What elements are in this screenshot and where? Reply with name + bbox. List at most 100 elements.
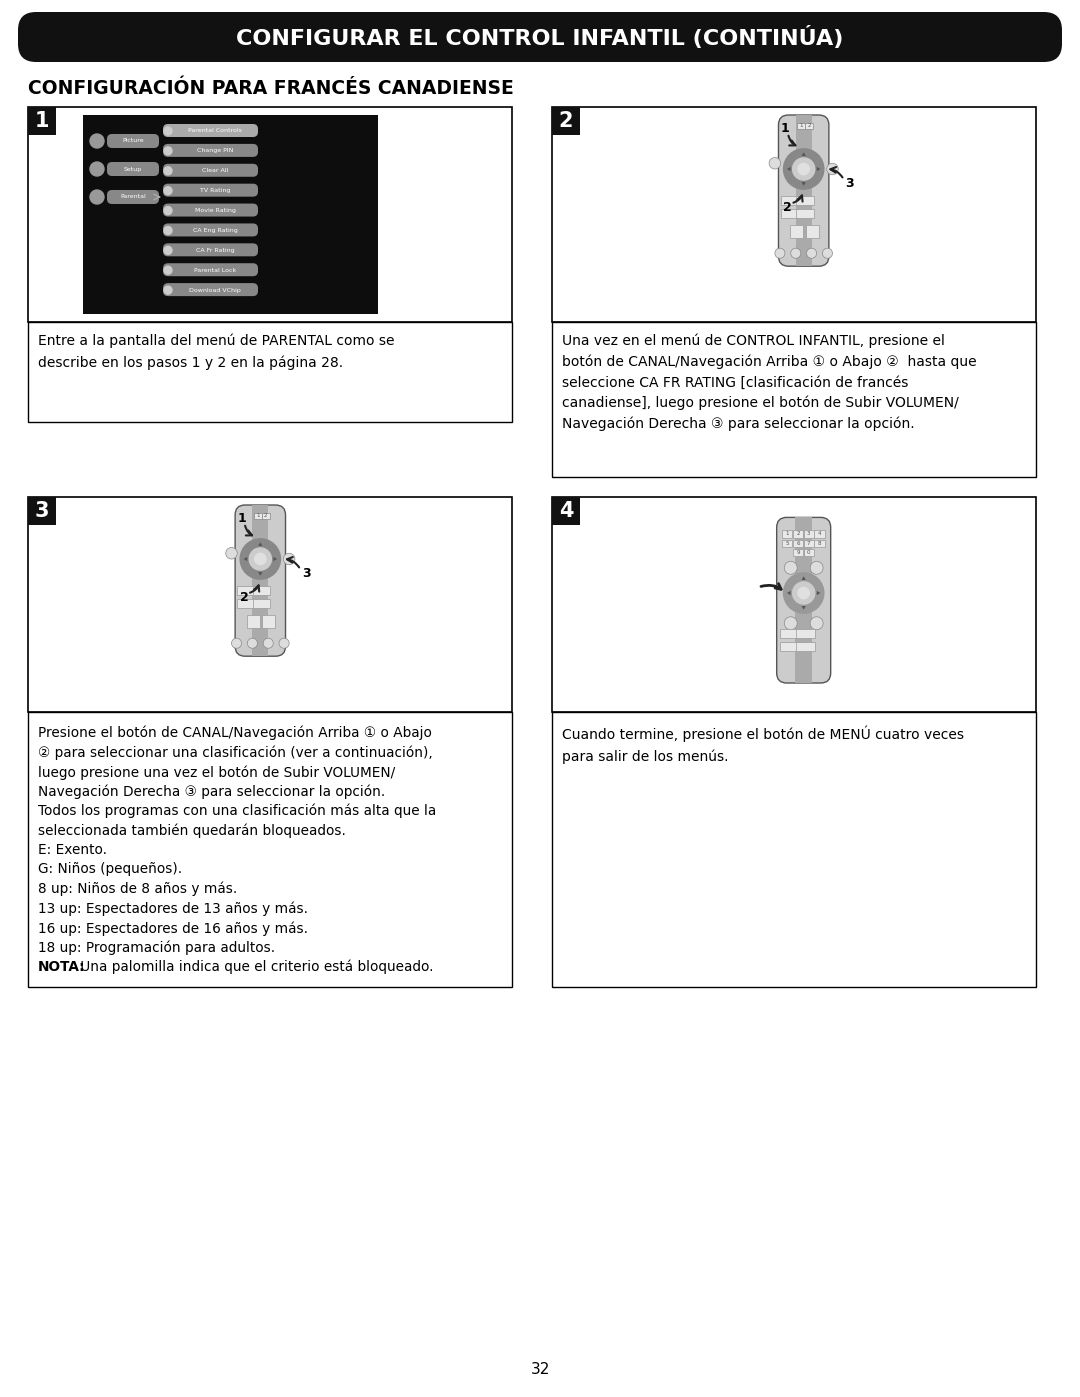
Bar [793,549,802,556]
Bar [262,615,275,629]
Bar [261,513,270,520]
Circle shape [164,127,172,136]
Circle shape [249,548,271,570]
Text: Parental Controls: Parental Controls [188,129,242,134]
Text: 1: 1 [799,123,802,129]
Circle shape [90,162,104,176]
Text: Setup: Setup [124,166,143,172]
Text: seleccionada también quedarán bloqueados.: seleccionada también quedarán bloqueados… [38,823,346,838]
Text: 1: 1 [35,110,50,131]
Circle shape [247,638,257,648]
Text: 3: 3 [846,177,854,190]
Bar [797,123,805,130]
Bar [793,539,802,546]
Text: Picture: Picture [122,138,144,144]
Bar [796,196,813,205]
Bar [796,629,815,638]
Circle shape [784,616,797,630]
FancyBboxPatch shape [779,115,828,267]
Bar [552,497,580,525]
Text: 5: 5 [785,541,788,546]
Bar [805,123,813,130]
FancyBboxPatch shape [163,243,258,256]
Bar [253,585,270,595]
Bar [552,497,1036,712]
Bar [804,531,813,538]
Text: Download VChip: Download VChip [189,288,241,292]
Text: 2: 2 [240,591,248,605]
Text: ② para seleccionar una clasificación (ver a continuación),: ② para seleccionar una clasificación (ve… [38,746,433,760]
Bar [28,497,512,712]
Polygon shape [801,577,806,580]
Text: 18 up: Programación para adultos.: 18 up: Programación para adultos. [38,940,275,956]
Bar [238,585,255,595]
Text: 1: 1 [785,531,788,536]
Circle shape [822,249,833,258]
Bar [796,115,811,267]
Text: Parental: Parental [120,194,146,200]
Text: 3: 3 [302,567,311,580]
Bar [28,108,56,136]
Text: Presione el botón de CANAL/Navegación Arriba ① o Abajo: Presione el botón de CANAL/Navegación Ar… [38,726,432,740]
Circle shape [807,249,816,258]
Text: Cuando termine, presione el botón de MENÚ cuatro veces
para salir de los menús.: Cuando termine, presione el botón de MEN… [562,726,964,764]
FancyBboxPatch shape [777,517,831,683]
Circle shape [283,553,295,564]
Polygon shape [273,557,276,562]
Text: 2: 2 [808,123,811,129]
Text: TV Rating: TV Rating [200,189,230,193]
Text: G: Niños (pequeños).: G: Niños (pequeños). [38,862,183,876]
Bar [28,321,512,422]
FancyBboxPatch shape [163,284,258,296]
Circle shape [791,249,800,258]
Polygon shape [258,573,262,576]
Text: 2: 2 [783,201,793,214]
Text: Clear All: Clear All [202,168,228,173]
Text: CA Fr Rating: CA Fr Rating [195,247,234,253]
Bar [781,196,798,205]
FancyBboxPatch shape [163,224,258,236]
Circle shape [798,587,809,599]
Bar [795,517,812,683]
Bar [552,712,1036,988]
Circle shape [90,134,104,148]
Circle shape [810,616,823,630]
Circle shape [826,163,838,175]
Text: 4: 4 [558,502,573,521]
Text: Una palomilla indica que el criterio está bloqueado.: Una palomilla indica que el criterio est… [76,960,433,975]
Polygon shape [801,152,806,156]
Circle shape [810,562,823,574]
Bar [796,643,815,651]
Bar [804,539,813,546]
Bar [781,208,798,218]
Text: 7: 7 [807,541,810,546]
Text: E: Exento.: E: Exento. [38,842,107,856]
Circle shape [164,226,172,235]
Bar [238,598,255,608]
Polygon shape [787,166,791,172]
Bar [552,108,1036,321]
Polygon shape [801,182,806,186]
Text: CONFIGURAR EL CONTROL INFANTIL (CONTINÚA): CONFIGURAR EL CONTROL INFANTIL (CONTINÚA… [237,25,843,49]
Text: Parental Lock: Parental Lock [194,268,237,272]
Text: 0: 0 [807,550,810,555]
Bar [804,549,813,556]
Bar [246,615,259,629]
Bar [793,531,802,538]
Text: Entre a la pantalla del menú de PARENTAL como se
describe en los pasos 1 y 2 en : Entre a la pantalla del menú de PARENTAL… [38,334,394,370]
Text: NOTA:: NOTA: [38,960,85,974]
Bar [28,108,512,321]
Bar [796,208,813,218]
Text: 4: 4 [818,531,821,536]
FancyBboxPatch shape [163,263,258,277]
Circle shape [783,573,824,613]
Circle shape [164,246,172,254]
Circle shape [774,249,785,258]
FancyBboxPatch shape [163,183,258,197]
Text: Todos los programas con una clasificación más alta que la: Todos los programas con una clasificació… [38,805,436,819]
Bar [782,531,792,538]
Circle shape [255,553,266,564]
Bar [806,225,819,237]
Text: 16 up: Espectadores de 16 años y más.: 16 up: Espectadores de 16 años y más. [38,921,308,936]
Circle shape [226,548,238,559]
